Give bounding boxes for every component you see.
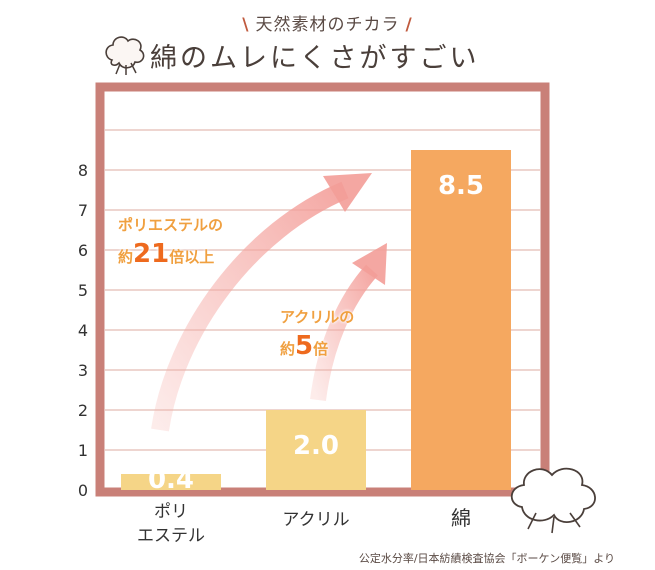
trend-arrow-small <box>310 264 379 402</box>
y-tick-label: 5 <box>78 281 88 300</box>
annotation-polyester-prefix: 約 <box>118 248 134 266</box>
bar-value-label: 8.5 <box>438 171 484 201</box>
annotation-acrylic-number: 5 <box>295 331 314 361</box>
annotation-acrylic-prefix: 約 <box>280 340 296 358</box>
y-tick-label: 8 <box>78 161 88 180</box>
x-tick-label: 綿 <box>451 506 471 530</box>
y-tick-label: 3 <box>78 361 88 380</box>
trend-arrow-large-head <box>323 173 372 212</box>
subtitle-text: 天然素材のチカラ <box>255 15 400 35</box>
x-tick-label: ポリ <box>154 502 188 522</box>
y-tick-label: 1 <box>78 441 88 460</box>
y-tick-label: 0 <box>78 481 88 500</box>
annotation-acrylic-line1: アクリルの <box>280 308 355 326</box>
trend-arrow-large <box>151 181 349 432</box>
trend-arrow-small-head <box>352 243 387 285</box>
chart-title: 綿のムレにくさがすごい <box>150 43 480 74</box>
y-tick-label: 6 <box>78 241 88 260</box>
cotton-boll-icon <box>510 467 596 534</box>
source-note: 公定水分率/日本紡績検査協会「ボーケン便覧」より <box>358 552 615 565</box>
annotation-polyester-line1: ポリエステルの <box>118 216 224 234</box>
bar-value-label: 2.0 <box>293 431 339 461</box>
x-tick-label: エステル <box>137 526 205 546</box>
y-tick-label: 7 <box>78 201 88 220</box>
annotation-polyester: ポリエステルの 約21倍以上 <box>118 214 223 269</box>
annotation-polyester-suffix: 倍以上 <box>169 248 215 266</box>
annotation-acrylic-suffix: 倍 <box>313 340 329 358</box>
decorative-slash-right: / <box>405 15 413 35</box>
y-tick-label: 2 <box>78 401 88 420</box>
bar <box>411 150 511 490</box>
chart-subtitle: \ 天然素材のチカラ / <box>0 10 655 35</box>
cotton-icon <box>105 36 145 75</box>
bar-value-label: 0.4 <box>148 465 194 495</box>
y-tick-label: 4 <box>78 321 88 340</box>
decorative-slash-left: \ <box>242 15 250 35</box>
bar <box>121 474 221 490</box>
x-tick-label: アクリル <box>282 510 349 530</box>
bar <box>266 410 366 490</box>
annotation-acrylic: アクリルの 約5倍 <box>280 306 354 361</box>
annotation-polyester-number: 21 <box>133 239 170 269</box>
